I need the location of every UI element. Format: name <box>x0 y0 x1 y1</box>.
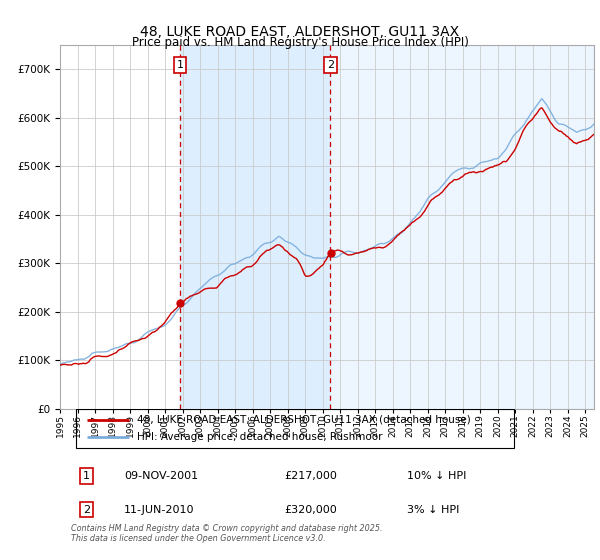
Text: 09-NOV-2001: 09-NOV-2001 <box>124 471 198 481</box>
Text: Contains HM Land Registry data © Crown copyright and database right 2025.
This d: Contains HM Land Registry data © Crown c… <box>71 524 382 543</box>
Text: 48, LUKE ROAD EAST, ALDERSHOT, GU11 3AX: 48, LUKE ROAD EAST, ALDERSHOT, GU11 3AX <box>140 25 460 39</box>
Text: £320,000: £320,000 <box>284 505 337 515</box>
Text: Price paid vs. HM Land Registry's House Price Index (HPI): Price paid vs. HM Land Registry's House … <box>131 36 469 49</box>
Text: 48, LUKE ROAD EAST, ALDERSHOT, GU11 3AX (detached house): 48, LUKE ROAD EAST, ALDERSHOT, GU11 3AX … <box>137 415 471 425</box>
Text: 10% ↓ HPI: 10% ↓ HPI <box>407 471 466 481</box>
Text: 2: 2 <box>83 505 90 515</box>
Text: 1: 1 <box>83 471 90 481</box>
Text: HPI: Average price, detached house, Rushmoor: HPI: Average price, detached house, Rush… <box>137 432 383 442</box>
Bar <box>180 45 331 409</box>
Text: 2: 2 <box>327 60 334 70</box>
Text: £217,000: £217,000 <box>284 471 337 481</box>
Text: 3% ↓ HPI: 3% ↓ HPI <box>407 505 460 515</box>
Text: 1: 1 <box>176 60 184 70</box>
Bar <box>331 45 594 409</box>
Text: 11-JUN-2010: 11-JUN-2010 <box>124 505 194 515</box>
